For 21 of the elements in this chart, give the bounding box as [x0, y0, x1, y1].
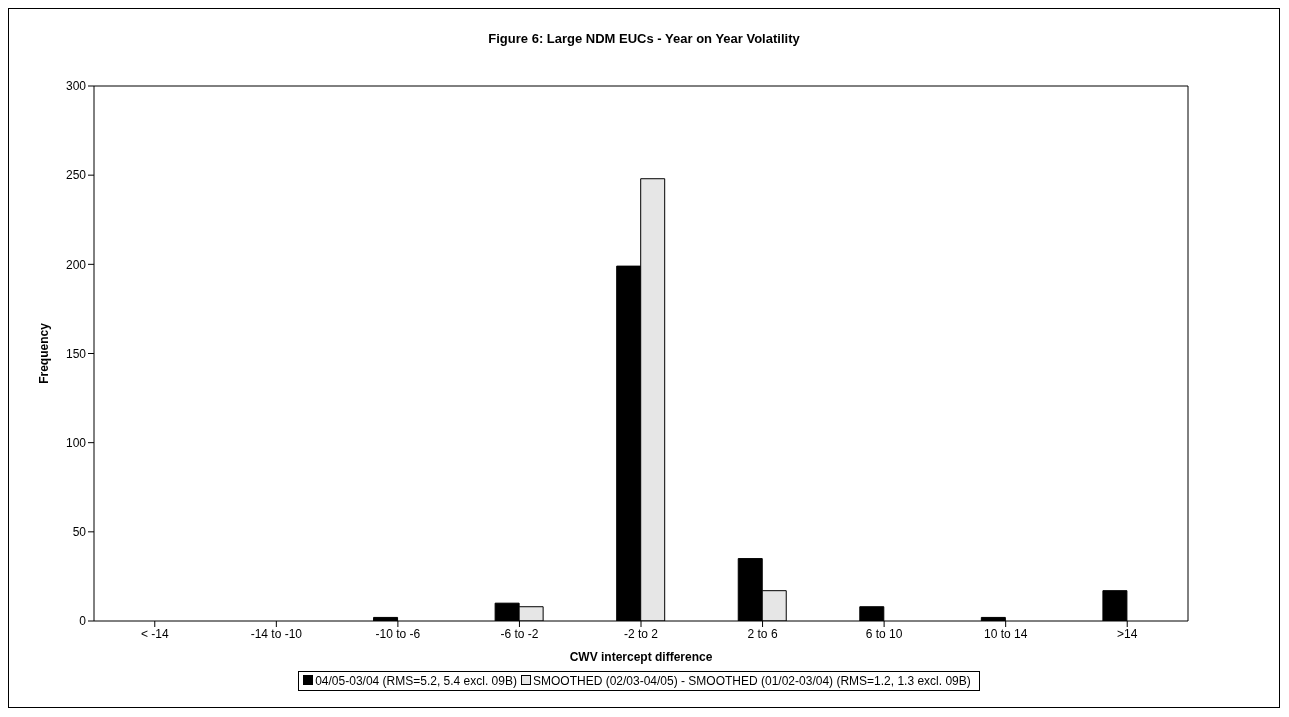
x-tick-label: -6 to -2	[500, 626, 539, 641]
y-tick-label: 0	[79, 614, 87, 629]
y-tick-label: 250	[65, 168, 87, 183]
x-tick-label: -10 to -6	[375, 626, 421, 641]
legend-label: SMOOTHED (02/03-04/05) - SMOOTHED (01/02-03/04) (RMS=1.2, 1.3 excl. 09B)	[531, 674, 971, 688]
y-tick-label: 50	[72, 525, 87, 540]
y-tick-label: 100	[65, 435, 87, 450]
y-axis-title: Frequency	[37, 322, 52, 384]
legend-label: 04/05-03/04 (RMS=5.2, 5.4 excl. 09B)	[314, 674, 517, 688]
chart-title: Figure 6: Large NDM EUCs - Year on Year Volatility	[487, 31, 801, 48]
x-tick-label: >14	[1117, 626, 1138, 641]
x-tick-label: -2 to 2	[623, 626, 659, 641]
x-tick-label: 2 to 6	[747, 626, 778, 641]
y-tick-label: 150	[65, 346, 87, 361]
x-axis-title: CWV intercept difference	[569, 650, 713, 664]
y-tick-label: 300	[65, 79, 87, 94]
y-tick-label: 200	[65, 257, 87, 272]
x-tick-label: 10 to 14	[983, 626, 1028, 641]
x-tick-label: -14 to -10	[250, 626, 303, 641]
x-tick-label: < -14	[140, 626, 169, 641]
x-tick-label: 6 to 10	[865, 626, 903, 641]
